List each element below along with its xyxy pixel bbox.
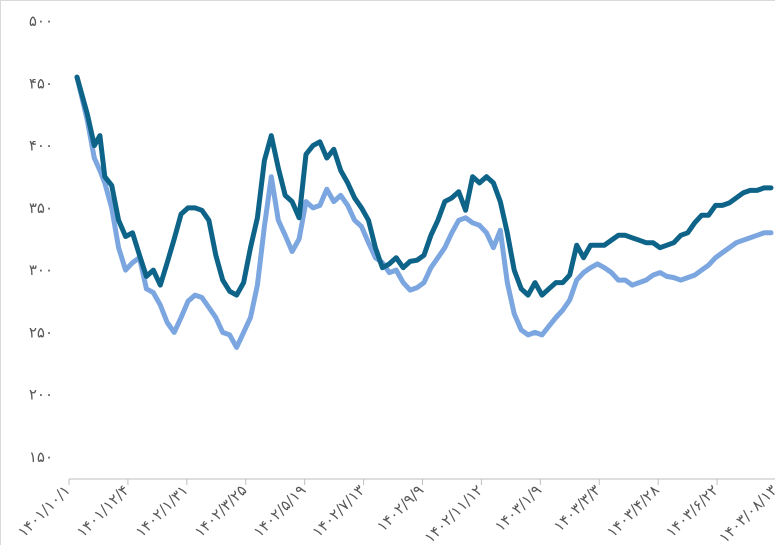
x-tick-label: ۱۴۰۲/۵/۱۹	[250, 481, 310, 541]
y-tick-label: ۳۰۰	[29, 261, 53, 279]
y-tick-label: ۲۵۰	[29, 323, 53, 341]
x-tick-label: ۱۴۰۳/۶/۲۲	[662, 481, 722, 541]
series-line-1	[74, 74, 774, 298]
x-tick-label: ۱۴۰۳/۳/۳	[550, 481, 604, 535]
x-tick-label: ۱۴۰۳/۴/۲۸	[603, 481, 663, 541]
series-line-2	[74, 74, 774, 350]
x-tick-label: ۱۴۰۲/۱/۳۱	[132, 481, 192, 541]
x-tick-label: ۱۴۰۲/۳/۲۵	[191, 481, 251, 541]
y-axis: ۵۰۰ ۴۵۰ ۴۰۰ ۳۵۰ ۳۰۰ ۲۵۰ ۲۰۰ ۱۵۰	[29, 12, 53, 466]
x-tick-label: ۱۴۰۳/۱/۹	[491, 481, 545, 535]
y-tick-label: ۳۵۰	[29, 199, 53, 217]
x-tick-label: ۱۴۰۳/۰۸/۱۳	[715, 481, 775, 546]
x-tick-label: ۱۴۰۱/۱۲/۴	[73, 481, 133, 541]
y-tick-label: ۵۰۰	[29, 12, 53, 30]
x-axis: ۱۴۰۱/۱۰/۱ ۱۴۰۱/۱۲/۴ ۱۴۰۲/۱/۳۱ ۱۴۰۲/۳/۲۵ ۱۴۰۲…	[14, 478, 775, 547]
y-tick-label: ۴۰۰	[29, 137, 53, 155]
x-tick-label: ۱۴۰۱/۱۰/۱	[14, 481, 74, 541]
x-tick-label: ۱۴۰۲/۹/۹	[373, 481, 427, 535]
x-tick-label: ۱۴۰۲/۱۱/۱۲	[421, 481, 486, 546]
y-tick-label: ۱۵۰	[29, 448, 53, 466]
y-tick-label: ۲۰۰	[29, 386, 53, 404]
y-tick-label: ۴۵۰	[29, 74, 53, 92]
series-layer	[74, 74, 774, 350]
x-tick-label: ۱۴۰۲/۷/۱۳	[309, 481, 369, 541]
